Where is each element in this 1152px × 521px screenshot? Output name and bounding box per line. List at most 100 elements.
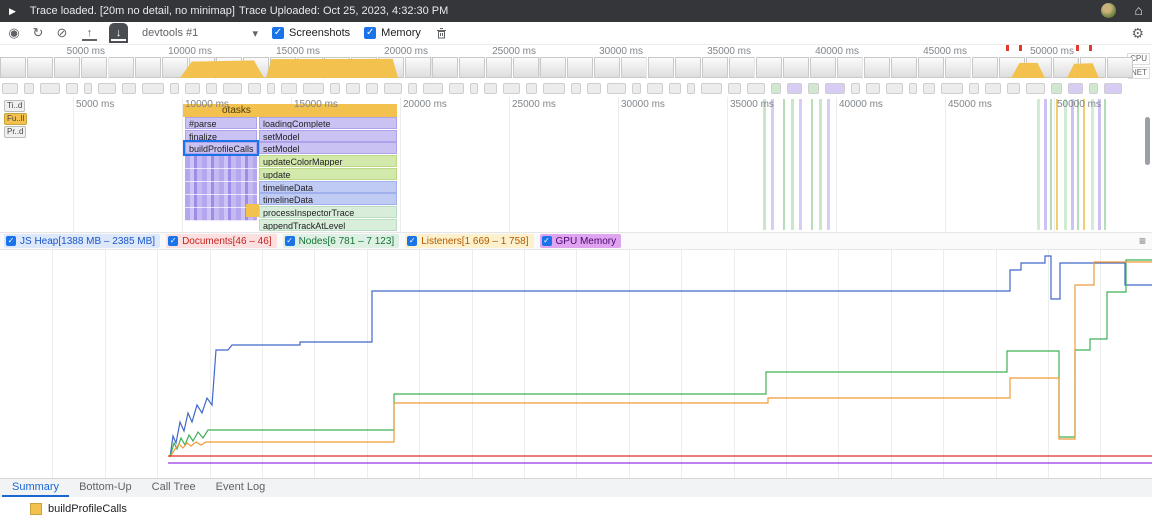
checkbox-checked-icon[interactable]: ✓	[284, 236, 295, 246]
screenshot-thumbnail[interactable]	[756, 57, 782, 78]
timeline-overview[interactable]: CPU NET 5000 ms 10000 ms 15000 ms 20000 ms 2…	[0, 45, 1152, 82]
screenshot-thumbnail[interactable]	[459, 57, 485, 78]
track-chip[interactable]: Pr..d	[4, 126, 27, 138]
screenshot-thumbnail[interactable]	[135, 57, 161, 78]
nested-calls-activity[interactable]	[185, 155, 257, 221]
checkbox-checked-icon[interactable]: ✓	[541, 236, 552, 246]
flame-event[interactable]: appendTrackAtLevel	[259, 218, 397, 231]
ruler-tick-label: 30000 ms	[621, 99, 665, 110]
record-button[interactable]: ◉	[8, 25, 20, 40]
screenshot-thumbnail[interactable]	[81, 57, 107, 78]
checkbox-checked-icon[interactable]: ✓	[407, 236, 418, 246]
flame-gridline	[73, 97, 74, 232]
clear-button[interactable]: ⊘	[56, 25, 68, 40]
screenshot-thumbnail[interactable]	[729, 57, 755, 78]
load-profile-button[interactable]: ↑	[82, 25, 97, 41]
track-chip[interactable]: Ti..d	[4, 100, 26, 112]
frame-box	[808, 83, 819, 94]
frame-box	[687, 83, 695, 94]
frame-box	[543, 83, 565, 94]
frame-box	[886, 83, 903, 94]
screenshot-thumbnail[interactable]	[486, 57, 512, 78]
flame-event[interactable]: timelineData	[259, 180, 397, 193]
screenshots-checkbox[interactable]: ✓	[272, 27, 284, 39]
avatar[interactable]	[1101, 3, 1116, 18]
screenshot-thumbnail[interactable]	[27, 57, 53, 78]
track-chip[interactable]: Fu..ll	[4, 113, 28, 125]
screenshot-thumbnail[interactable]	[567, 57, 593, 78]
ruler-tick	[970, 57, 971, 79]
frame-box	[122, 83, 136, 94]
flame-event[interactable]: update	[259, 167, 397, 180]
flame-event[interactable]: processInspectorTrace	[259, 205, 397, 218]
vertical-scrollbar[interactable]	[1145, 117, 1150, 165]
screenshot-thumbnail[interactable]	[1107, 57, 1133, 78]
save-profile-button[interactable]: ↓	[111, 25, 126, 41]
screenshot-thumbnail[interactable]	[891, 57, 917, 78]
cpu-activity-bump	[266, 58, 398, 78]
trace-status-text: Trace loaded. [20m no detail, no minimap…	[29, 5, 235, 17]
checkbox-checked-icon[interactable]: ✓	[6, 236, 16, 246]
expand-icon[interactable]: ▶	[9, 5, 16, 16]
reload-and-record-button[interactable]: ↻	[32, 25, 44, 40]
tab-summary[interactable]: Summary	[2, 479, 70, 497]
tab-event-log[interactable]: Event Log	[215, 481, 266, 493]
task-band[interactable]: otasks	[183, 104, 397, 117]
screenshot-thumbnail[interactable]	[405, 57, 431, 78]
screenshot-thumbnail[interactable]	[108, 57, 134, 78]
memory-checkbox[interactable]: ✓	[364, 27, 377, 39]
flame-event[interactable]: finalize	[185, 129, 257, 142]
screenshot-thumbnail[interactable]	[621, 57, 647, 78]
screenshot-thumbnail[interactable]	[837, 57, 863, 78]
screenshot-thumbnail[interactable]	[513, 57, 539, 78]
screenshot-thumbnail[interactable]	[540, 57, 566, 78]
frames-track	[0, 81, 1152, 97]
ruler-tick-label: 15000 ms	[294, 99, 338, 110]
flame-event[interactable]: setModel	[259, 142, 397, 155]
screenshot-thumbnail[interactable]	[810, 57, 836, 78]
flame-event[interactable]: timelineData	[259, 193, 397, 206]
screenshot-thumbnail[interactable]	[972, 57, 998, 78]
frame-box	[728, 83, 741, 94]
memory-counter-toggle[interactable]: ✓ Listeners[1 669 – 1 758]	[405, 234, 534, 248]
checkbox-checked-icon[interactable]: ✓	[168, 236, 179, 246]
flame-event[interactable]: updateColorMapper	[259, 155, 397, 168]
memory-counter-toggle[interactable]: ✓ JS Heap[1388 MB – 2385 MB]	[4, 234, 161, 248]
screenshot-thumbnail[interactable]	[918, 57, 944, 78]
ruler-tick-label: 40000 ms	[839, 99, 883, 110]
frame-box	[2, 83, 18, 94]
screenshot-thumbnail[interactable]	[864, 57, 890, 78]
screenshot-thumbnail[interactable]	[648, 57, 674, 78]
screenshot-thumbnail[interactable]	[594, 57, 620, 78]
collect-garbage-button[interactable]	[435, 27, 448, 40]
screenshot-thumbnail[interactable]	[54, 57, 80, 78]
flame-event[interactable]: loadingComplete	[259, 117, 397, 129]
screenshot-thumbnail[interactable]	[945, 57, 971, 78]
screenshot-thumbnail[interactable]	[702, 57, 728, 78]
flame-chart[interactable]: otasks 5000 ms 10000 ms 15000 ms 20000 ms 25…	[0, 97, 1152, 232]
trace-select[interactable]: devtools #1 ▾	[142, 27, 258, 40]
flame-event[interactable]: buildProfileCalls	[183, 140, 259, 157]
flame-event[interactable]: setModel	[259, 129, 397, 142]
hamburger-menu-icon[interactable]: ≡	[1138, 234, 1146, 248]
screenshot-thumbnail[interactable]	[162, 57, 188, 78]
frame-box	[866, 83, 880, 94]
settings-gear-icon[interactable]: ⚙	[1131, 25, 1144, 41]
task-event-block[interactable]	[246, 204, 259, 217]
ruler-tick	[646, 57, 647, 79]
flame-event[interactable]: #parse	[185, 117, 257, 129]
screenshot-thumbnail[interactable]	[675, 57, 701, 78]
ruler-tick	[754, 57, 755, 79]
memory-counter-toggle[interactable]: ✓ GPU Memory	[539, 234, 622, 248]
memory-counter-toggle[interactable]: ✓ Documents[46 – 46]	[166, 234, 277, 248]
frame-box	[503, 83, 520, 94]
screenshot-thumbnail[interactable]	[783, 57, 809, 78]
memory-counter-toggle[interactable]: ✓ Nodes[6 781 – 7 123]	[282, 234, 400, 248]
tab-bottom-up[interactable]: Bottom-Up	[79, 481, 132, 493]
frame-box	[1068, 83, 1083, 94]
home-icon[interactable]: ⌂	[1134, 2, 1143, 18]
screenshot-thumbnail[interactable]	[432, 57, 458, 78]
screenshot-thumbnail[interactable]	[0, 57, 26, 78]
frame-box	[470, 83, 478, 94]
tab-call-tree[interactable]: Call Tree	[151, 481, 196, 493]
